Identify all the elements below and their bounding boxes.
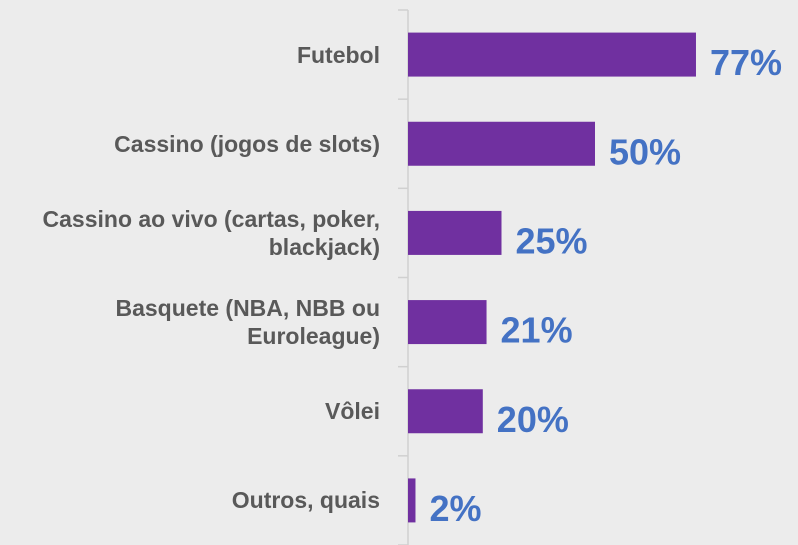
bar (408, 121, 595, 166)
category-label: Outros, quais (231, 487, 380, 514)
bar (408, 300, 487, 345)
value-label: 77% (710, 42, 782, 83)
bar (408, 210, 502, 255)
value-label: 21% (501, 310, 573, 351)
category-label: Cassino ao vivo (cartas, poker, blackjac… (42, 205, 380, 260)
value-label: 2% (429, 488, 481, 529)
value-label: 50% (609, 131, 681, 172)
category-label: Cassino (jogos de slots) (114, 130, 380, 157)
category-label: Vôlei (325, 398, 380, 425)
bar (408, 478, 416, 523)
value-label: 25% (516, 220, 588, 261)
category-label: Basquete (NBA, NBB ou Euroleague) (115, 295, 380, 350)
value-label: 20% (497, 399, 569, 440)
bar (408, 389, 483, 434)
category-label: Futebol (296, 41, 380, 68)
bar (408, 32, 696, 77)
